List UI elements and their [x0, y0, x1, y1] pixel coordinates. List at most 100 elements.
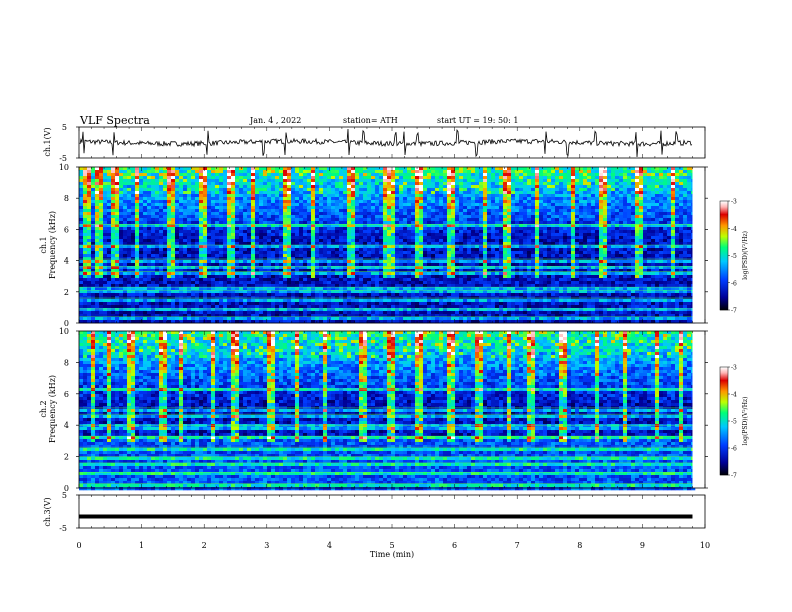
spectrogram-cell — [207, 263, 212, 267]
spectrogram-cell — [139, 200, 144, 204]
spectrogram-cell — [491, 224, 496, 228]
spectrogram-cell — [303, 248, 308, 252]
spectrogram-cell — [295, 248, 300, 252]
spectrogram-cell — [599, 200, 604, 204]
spectrogram-cell — [371, 233, 376, 237]
spectrogram-cell — [219, 200, 224, 204]
spectrogram-cell — [107, 221, 112, 225]
spectrogram-cell — [267, 209, 272, 213]
spectrogram-cell — [395, 230, 400, 234]
spectrogram-cell — [411, 173, 416, 177]
spectrogram-cell — [307, 203, 312, 207]
spectrogram-cell — [307, 239, 312, 243]
spectrogram-cell — [239, 218, 244, 222]
spectrogram-cell — [667, 224, 672, 228]
spectrogram-cell — [327, 182, 332, 186]
spectrogram-cell — [403, 170, 408, 174]
spectrogram-cell — [183, 221, 188, 225]
spectrogram-cell — [611, 224, 616, 228]
spectrogram-cell — [651, 242, 656, 246]
spectrogram-cell — [131, 224, 136, 228]
spectrogram-cell — [347, 179, 352, 183]
spectrogram-cell — [347, 233, 352, 237]
spectrogram-cell — [623, 206, 628, 210]
spectrogram-cell — [127, 245, 132, 249]
spectrogram-cell — [447, 200, 452, 204]
spectrogram-cell — [339, 173, 344, 177]
spectrogram-cell — [575, 179, 580, 183]
spectrogram-cell — [499, 230, 504, 234]
spectrogram-cell — [219, 176, 224, 180]
spectrogram-cell — [383, 182, 388, 186]
spectrogram-cell — [211, 185, 216, 189]
spectrogram-cell — [183, 188, 188, 192]
spectrogram-cell — [607, 167, 612, 171]
spectrogram-cell — [119, 251, 124, 255]
spectrogram-cell — [331, 218, 336, 222]
spectrogram-cell — [479, 215, 484, 219]
spectrogram-cell — [343, 200, 348, 204]
spectrogram-cell — [91, 176, 96, 180]
spectrogram-cell — [311, 215, 316, 219]
spectrogram-cell — [535, 179, 540, 183]
spectrogram-cell — [599, 230, 604, 234]
spectrogram-cell — [299, 260, 304, 264]
spectrogram-cell — [511, 182, 516, 186]
spectrogram-cell — [435, 191, 440, 195]
spectrogram-cell — [311, 173, 316, 177]
spectrogram-cell — [383, 209, 388, 213]
spectrogram-cell — [95, 251, 100, 255]
spectrogram-cell — [235, 194, 240, 198]
spectrogram-cell — [415, 254, 420, 258]
spectrogram-cell — [163, 218, 168, 222]
spectrogram-cell — [427, 254, 432, 258]
spectrogram-cell — [439, 185, 444, 189]
spectrogram-cell — [483, 200, 488, 204]
spectrogram-cell — [111, 227, 116, 231]
spectrogram-cell — [183, 185, 188, 189]
spectrogram-cell — [359, 176, 364, 180]
spectrogram-cell — [623, 230, 628, 234]
spectrogram-cell — [539, 194, 544, 198]
spectrogram-cell — [507, 239, 512, 243]
spectrogram-cell — [423, 242, 428, 246]
spectrogram-cell — [639, 203, 644, 207]
spectrogram-cell — [219, 248, 224, 252]
spectrogram-cell — [175, 218, 180, 222]
spectrogram-cell — [239, 179, 244, 183]
spectrogram-cell — [503, 215, 508, 219]
spectrogram-cell — [159, 200, 164, 204]
spectrogram-cell — [391, 191, 396, 195]
spectrogram-cell — [635, 245, 640, 249]
spectrogram-cell — [491, 206, 496, 210]
spectrogram-cell — [503, 242, 508, 246]
spectrogram-cell — [603, 230, 608, 234]
spectrogram-cell — [455, 212, 460, 216]
spectrogram-cell — [171, 212, 176, 216]
spectrogram-cell — [291, 167, 296, 171]
spectrogram-cell — [595, 173, 600, 177]
spectrogram-cell — [427, 176, 432, 180]
spectrogram-cell — [411, 200, 416, 204]
spectrogram-cell — [167, 263, 172, 267]
spectrogram-cell — [463, 239, 468, 243]
spectrogram-cell — [559, 221, 564, 225]
spectrogram-cell — [339, 260, 344, 264]
spectrogram-cell — [367, 218, 372, 222]
spectrogram-cell — [607, 179, 612, 183]
spectrogram-cell — [463, 194, 468, 198]
spectrogram-cell — [679, 170, 684, 174]
spectrogram-cell — [635, 242, 640, 246]
spectrogram-cell — [263, 254, 268, 258]
spectrogram-cell — [327, 185, 332, 189]
spectrogram-cell — [555, 188, 560, 192]
spectrogram-cell — [251, 194, 256, 198]
spectrogram-cell — [571, 167, 576, 171]
spectrogram-cell — [343, 197, 348, 201]
spectrogram-cell — [383, 248, 388, 252]
spectrogram-cell — [271, 179, 276, 183]
spectrogram-cell — [347, 248, 352, 252]
spectrogram-cell — [159, 173, 164, 177]
spectrogram-cell — [103, 200, 108, 204]
spectrogram-cell — [303, 179, 308, 183]
